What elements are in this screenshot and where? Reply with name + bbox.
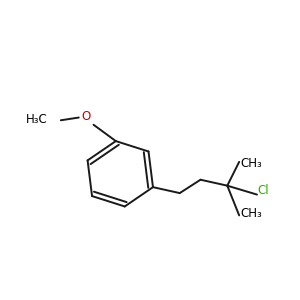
Text: CH₃: CH₃ [241,207,262,220]
Text: Cl: Cl [258,184,269,197]
Text: H₃C: H₃C [26,112,47,126]
Text: O: O [82,110,91,123]
Text: CH₃: CH₃ [241,158,262,170]
